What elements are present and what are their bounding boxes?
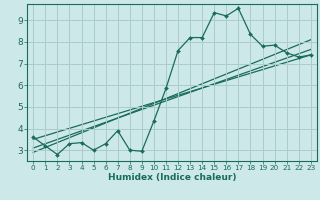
X-axis label: Humidex (Indice chaleur): Humidex (Indice chaleur): [108, 173, 236, 182]
